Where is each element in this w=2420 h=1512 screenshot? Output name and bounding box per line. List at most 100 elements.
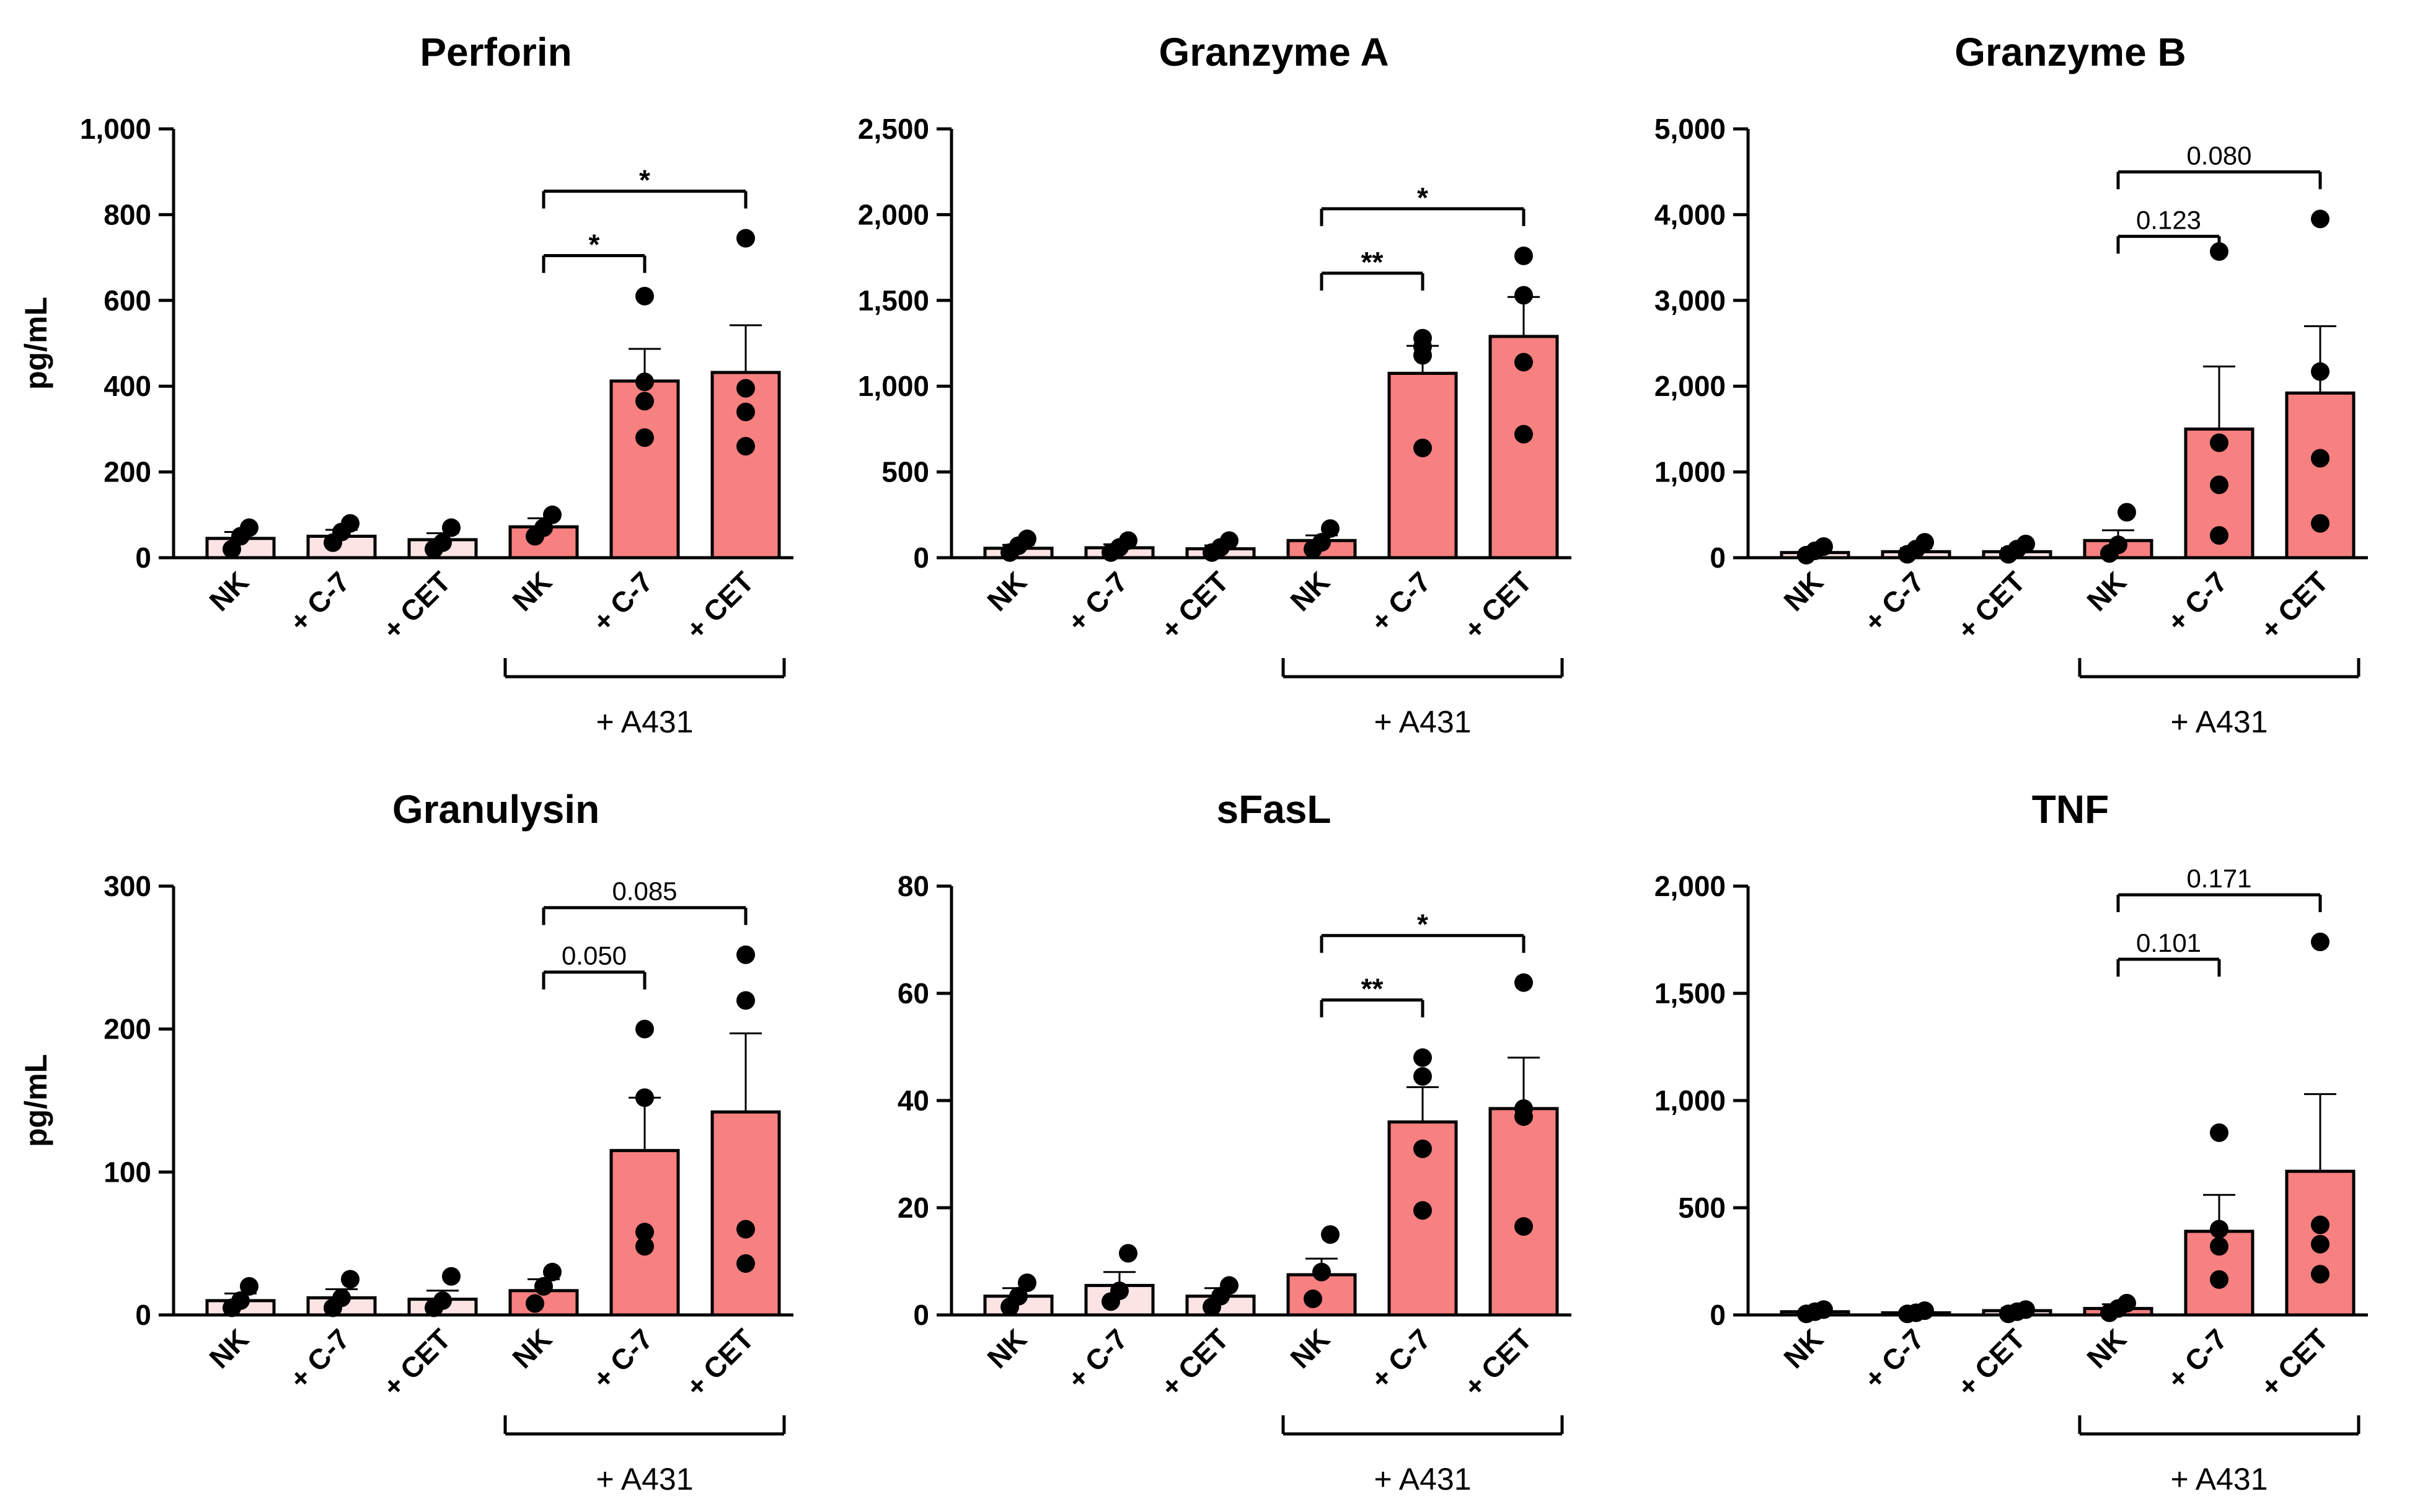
y-tick-label: 500 <box>1678 1192 1726 1224</box>
data-point <box>543 1262 562 1281</box>
bar <box>1387 371 1458 560</box>
y-tick-label: 0 <box>135 542 151 574</box>
data-point <box>1915 533 1934 552</box>
group-label: + A431 <box>2170 705 2268 739</box>
y-tick-label: 60 <box>898 977 929 1009</box>
data-point <box>1514 353 1533 372</box>
x-tick-label: + CET <box>1951 565 2031 646</box>
data-point <box>2109 535 2127 555</box>
y-axis-label: pg/mL <box>19 1054 53 1147</box>
data-point <box>635 372 654 392</box>
data-point <box>1514 1217 1533 1236</box>
chart-title: Granzyme B <box>1954 30 2186 74</box>
data-point <box>1514 424 1533 444</box>
group-label: + A431 <box>596 1462 693 1497</box>
y-tick-label: 100 <box>104 1156 151 1188</box>
y-tick-label: 1,500 <box>858 284 929 317</box>
x-tick-label: NK <box>2080 1322 2132 1374</box>
data-point <box>736 991 755 1010</box>
data-point <box>2210 475 2228 494</box>
x-tick-label: NK <box>203 1322 255 1374</box>
y-tick-label: 5,000 <box>1654 113 1726 145</box>
data-point <box>2311 1265 2329 1284</box>
data-point <box>2016 534 2035 553</box>
x-tick-label: + CET <box>376 1322 457 1403</box>
data-point <box>2210 1237 2228 1256</box>
y-tick-label: 1,000 <box>1654 1084 1726 1117</box>
y-tick-label: 1,000 <box>858 370 929 402</box>
x-tick-label: NK <box>1284 565 1336 617</box>
x-tick-label: + CET <box>679 565 760 646</box>
y-tick-label: 3,000 <box>1654 284 1726 317</box>
data-point <box>2016 1300 2035 1319</box>
x-tick-label: + C-7 <box>1364 565 1437 638</box>
x-tick-label: NK <box>1777 1322 1829 1374</box>
y-tick-label: 4,000 <box>1654 198 1726 231</box>
data-point <box>736 229 755 248</box>
data-point <box>2118 503 2136 522</box>
data-point <box>635 286 654 305</box>
y-tick-label: 40 <box>898 1084 929 1117</box>
data-point <box>635 1019 654 1039</box>
y-tick-label: 1,500 <box>1654 977 1726 1009</box>
data-point <box>2311 209 2329 229</box>
x-tick-label: + C-7 <box>586 1322 659 1395</box>
data-point <box>442 1267 461 1286</box>
data-point <box>736 402 755 421</box>
data-point <box>2311 514 2329 533</box>
data-point <box>2210 1123 2228 1142</box>
bar <box>1488 1107 1559 1317</box>
x-tick-label: + C-7 <box>2161 565 2233 638</box>
y-tick-label: 200 <box>104 456 151 488</box>
chart-title: Granzyme A <box>1159 30 1389 74</box>
data-point <box>442 518 461 537</box>
data-point <box>1413 1048 1432 1067</box>
y-axis-label: pg/mL <box>19 297 53 390</box>
data-point <box>635 428 654 447</box>
data-point <box>736 1254 755 1273</box>
data-point <box>1915 1301 1934 1321</box>
data-point <box>736 1220 755 1239</box>
data-point <box>433 1291 452 1310</box>
data-point <box>736 437 755 456</box>
y-tick-label: 20 <box>898 1192 929 1224</box>
comparison-label: * <box>589 228 600 260</box>
x-tick-label: NK <box>203 565 255 617</box>
comparison-label: ** <box>1361 973 1384 1005</box>
x-tick-label: + C-7 <box>1858 1322 1930 1395</box>
data-point <box>1514 246 1533 265</box>
x-tick-label: + CET <box>2254 1322 2334 1403</box>
data-point <box>1814 1300 1833 1319</box>
data-point <box>1119 1244 1137 1263</box>
y-tick-label: 300 <box>104 870 151 902</box>
y-tick-label: 80 <box>898 870 929 902</box>
y-tick-label: 500 <box>881 456 929 488</box>
data-point <box>1413 1067 1432 1086</box>
data-point <box>534 1277 553 1296</box>
data-point <box>1321 519 1340 538</box>
data-point <box>1814 537 1833 556</box>
bar <box>1488 335 1559 560</box>
x-tick-label: NK <box>1284 1322 1336 1374</box>
comparison-label: 0.101 <box>2136 928 2201 957</box>
data-point <box>240 1277 258 1296</box>
data-point <box>1413 328 1432 348</box>
x-tick-label: NK <box>981 565 1033 617</box>
data-point <box>2210 1220 2228 1239</box>
data-point <box>1304 1290 1322 1309</box>
data-point <box>635 392 654 411</box>
x-tick-label: + CET <box>376 565 457 646</box>
chart-title: Granulysin <box>392 787 599 832</box>
data-point <box>1220 1276 1239 1295</box>
y-tick-label: 0 <box>135 1299 151 1331</box>
x-tick-label: + C-7 <box>1061 565 1134 638</box>
data-point <box>341 1270 360 1289</box>
x-tick-label: NK <box>506 1322 558 1374</box>
x-tick-label: + C-7 <box>283 565 356 638</box>
data-point <box>526 1294 544 1313</box>
y-tick-label: 0 <box>1710 1299 1726 1331</box>
data-point <box>736 379 755 398</box>
data-point <box>635 1223 654 1242</box>
comparison-label: ** <box>1361 246 1384 278</box>
